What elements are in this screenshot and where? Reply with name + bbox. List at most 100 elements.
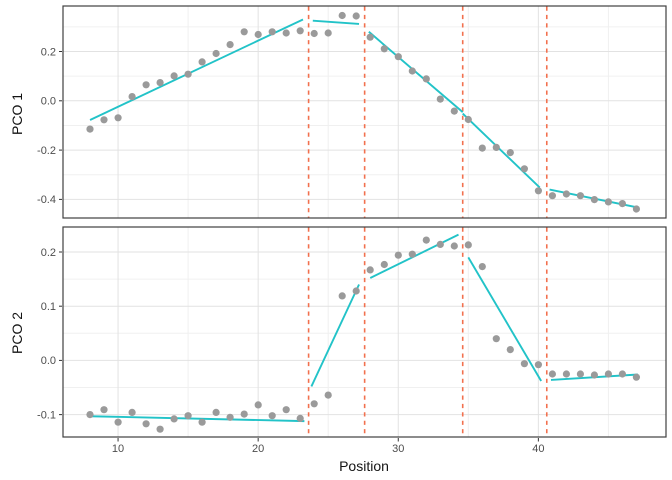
y-tick-label: 0.1 bbox=[41, 301, 56, 313]
data-point bbox=[408, 250, 416, 258]
data-point bbox=[408, 67, 416, 75]
data-point bbox=[534, 361, 543, 369]
data-point bbox=[254, 30, 262, 39]
data-point bbox=[86, 411, 94, 419]
data-point bbox=[324, 391, 332, 399]
data-point bbox=[114, 114, 122, 122]
data-point bbox=[632, 373, 641, 381]
y-tick-label: 0.2 bbox=[41, 46, 56, 58]
data-point bbox=[282, 29, 290, 37]
panel-border bbox=[62, 5, 667, 219]
x-tick-label: 10 bbox=[112, 443, 124, 455]
data-point bbox=[170, 72, 178, 80]
data-point bbox=[366, 33, 374, 41]
data-point bbox=[394, 251, 402, 259]
data-point bbox=[366, 266, 374, 274]
data-point bbox=[590, 196, 599, 204]
trend-segment bbox=[89, 18, 304, 121]
data-point bbox=[324, 29, 332, 37]
data-point bbox=[338, 292, 346, 300]
data-point bbox=[380, 45, 388, 53]
x-tick-label: 20 bbox=[252, 443, 264, 455]
trend-segment bbox=[310, 284, 360, 387]
data-point bbox=[338, 11, 346, 20]
data-point bbox=[268, 28, 276, 36]
data-point bbox=[100, 116, 108, 124]
y-tick-label: -0.2 bbox=[37, 145, 56, 157]
data-point bbox=[576, 370, 585, 378]
data-point bbox=[548, 192, 557, 200]
data-point bbox=[380, 260, 388, 269]
data-point bbox=[310, 400, 318, 408]
data-point bbox=[450, 242, 458, 250]
data-point bbox=[450, 107, 458, 115]
data-point bbox=[254, 401, 262, 409]
data-point bbox=[520, 165, 529, 173]
data-point bbox=[520, 360, 529, 368]
trend-segment bbox=[90, 415, 305, 423]
data-point bbox=[240, 410, 248, 418]
trend-segment bbox=[312, 19, 360, 25]
data-point bbox=[142, 81, 150, 89]
data-point bbox=[548, 370, 557, 378]
data-point bbox=[170, 415, 178, 423]
data-point bbox=[142, 420, 150, 428]
data-point bbox=[198, 58, 206, 66]
data-point bbox=[464, 241, 472, 249]
data-point bbox=[506, 149, 514, 157]
data-point bbox=[464, 115, 472, 124]
data-point bbox=[128, 93, 136, 101]
data-point bbox=[114, 418, 122, 426]
data-point bbox=[576, 192, 585, 200]
y-axis-title-pco2: PCO 2 bbox=[9, 311, 25, 355]
data-point bbox=[352, 287, 360, 295]
data-point bbox=[604, 198, 613, 206]
data-point bbox=[492, 143, 500, 151]
y-tick-label: -0.1 bbox=[37, 409, 56, 421]
y-tick-label: 0.0 bbox=[41, 96, 56, 108]
data-point bbox=[282, 406, 290, 414]
y-tick-label: -0.4 bbox=[37, 194, 56, 206]
data-point bbox=[156, 79, 164, 87]
x-tick-label: 30 bbox=[392, 443, 404, 455]
data-point bbox=[268, 412, 276, 420]
data-point bbox=[184, 412, 192, 420]
data-point bbox=[478, 144, 486, 152]
data-point bbox=[128, 408, 136, 416]
trend-segment bbox=[368, 31, 464, 113]
data-point bbox=[604, 370, 613, 378]
y-axis-title-pco1: PCO 1 bbox=[9, 92, 25, 136]
data-point bbox=[422, 236, 430, 244]
y-tick-label: 0.0 bbox=[41, 355, 56, 367]
data-point bbox=[478, 263, 486, 271]
y-tick-label: 0.2 bbox=[41, 247, 56, 259]
data-point bbox=[618, 370, 627, 378]
data-point bbox=[534, 187, 543, 195]
data-point bbox=[212, 408, 220, 416]
data-point bbox=[184, 70, 192, 78]
data-point bbox=[86, 125, 94, 133]
data-point bbox=[436, 95, 444, 103]
data-point bbox=[226, 41, 234, 49]
data-point bbox=[296, 414, 304, 422]
x-axis-title: Position bbox=[339, 458, 389, 474]
data-point bbox=[506, 346, 514, 354]
data-point bbox=[618, 200, 627, 208]
data-point bbox=[394, 53, 402, 61]
data-point bbox=[352, 12, 360, 20]
data-point bbox=[436, 240, 444, 248]
data-point bbox=[590, 371, 599, 379]
data-point bbox=[100, 406, 108, 414]
data-point bbox=[156, 425, 164, 433]
data-point bbox=[240, 28, 248, 36]
x-tick-label: 40 bbox=[532, 443, 544, 455]
panel-border bbox=[62, 226, 667, 438]
data-point bbox=[562, 370, 571, 378]
data-point bbox=[422, 75, 430, 83]
trend-segment bbox=[467, 256, 542, 382]
data-point bbox=[310, 29, 318, 38]
data-point bbox=[198, 418, 206, 426]
data-point bbox=[212, 49, 220, 58]
